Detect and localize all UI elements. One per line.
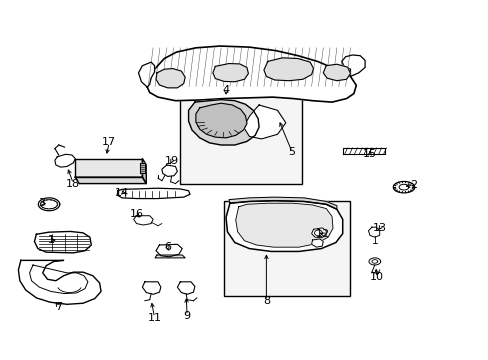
Polygon shape [140, 163, 144, 173]
Text: 13: 13 [372, 223, 386, 233]
Bar [180, 96, 301, 184]
Bar [224, 201, 350, 296]
Text: 8: 8 [262, 296, 269, 306]
Polygon shape [228, 197, 336, 209]
Text: 12: 12 [316, 229, 330, 239]
Polygon shape [138, 62, 154, 87]
Polygon shape [311, 239, 323, 247]
Text: 9: 9 [183, 311, 190, 321]
Text: 2: 2 [409, 180, 416, 190]
Polygon shape [212, 64, 248, 82]
Polygon shape [162, 165, 177, 176]
Text: 1: 1 [47, 235, 54, 245]
Polygon shape [117, 188, 190, 199]
Polygon shape [243, 105, 285, 139]
Polygon shape [75, 158, 142, 177]
Text: 19: 19 [164, 157, 178, 166]
Text: 11: 11 [147, 312, 161, 323]
Polygon shape [323, 64, 350, 81]
Text: 6: 6 [164, 242, 171, 252]
Polygon shape [188, 100, 259, 145]
Text: 14: 14 [115, 188, 129, 198]
Polygon shape [19, 260, 101, 304]
Text: 3: 3 [38, 198, 45, 208]
Polygon shape [311, 228, 325, 238]
Polygon shape [142, 282, 161, 294]
Text: 16: 16 [129, 209, 143, 219]
Polygon shape [341, 55, 365, 76]
Polygon shape [368, 227, 379, 237]
Polygon shape [147, 46, 356, 102]
Polygon shape [55, 154, 75, 167]
Polygon shape [156, 68, 185, 88]
Polygon shape [75, 177, 146, 184]
Text: 4: 4 [222, 85, 229, 95]
Polygon shape [156, 244, 182, 257]
Polygon shape [133, 216, 153, 225]
Polygon shape [177, 282, 195, 294]
Polygon shape [225, 201, 342, 251]
Polygon shape [155, 255, 185, 258]
Polygon shape [34, 231, 91, 253]
Text: 17: 17 [102, 138, 116, 148]
Text: 18: 18 [66, 179, 80, 189]
Polygon shape [235, 203, 332, 247]
Text: 15: 15 [362, 149, 376, 159]
Text: 5: 5 [288, 147, 295, 157]
Text: 10: 10 [369, 272, 383, 282]
Text: 7: 7 [55, 302, 62, 312]
Polygon shape [142, 158, 146, 184]
Polygon shape [342, 148, 384, 154]
Polygon shape [264, 58, 313, 81]
Polygon shape [196, 103, 246, 138]
